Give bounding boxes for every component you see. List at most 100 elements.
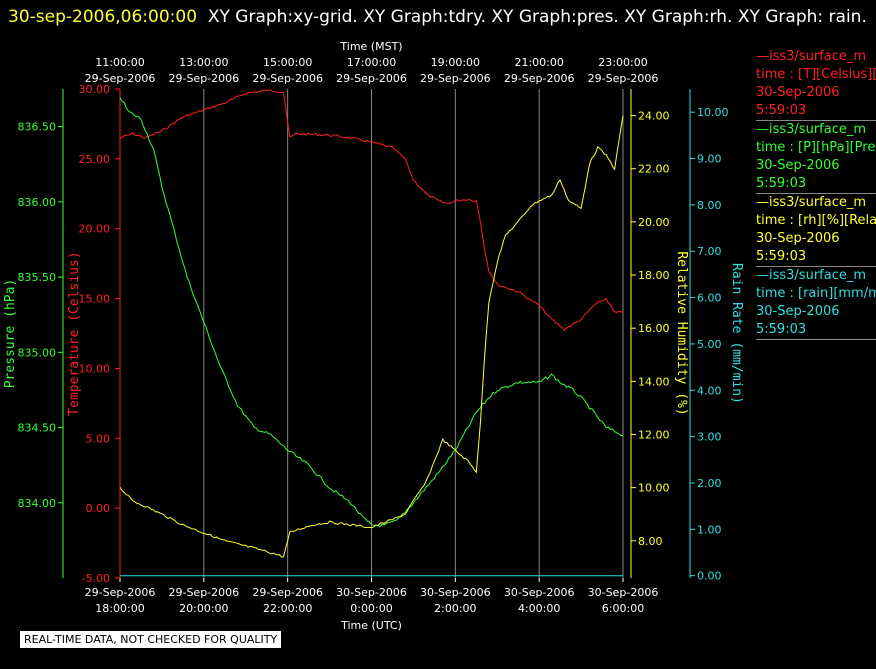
legend-text: 5:59:03 bbox=[756, 176, 807, 191]
humidity-tick-label: 10.00 bbox=[638, 482, 670, 495]
humidity-tick-label: 22.00 bbox=[638, 163, 670, 176]
temperature-tick-label: 10.00 bbox=[79, 362, 111, 375]
title-graph-list: XY Graph:xy-grid. XY Graph:tdry. XY Grap… bbox=[207, 7, 867, 27]
rain-tick-label: 6.00 bbox=[697, 292, 722, 305]
humidity-tick-label: 12.00 bbox=[638, 428, 670, 441]
x-tick-label-mst-date: 29-Sep-2006 bbox=[336, 72, 407, 85]
legend-separator bbox=[756, 266, 876, 267]
rain-tick-label: 2.00 bbox=[697, 477, 722, 490]
temperature-axis-title: Temperature (Celsius) bbox=[67, 251, 82, 415]
rain-tick-label: 8.00 bbox=[697, 199, 722, 212]
temperature-tick-label: 30.00 bbox=[79, 83, 111, 96]
grid bbox=[119, 89, 624, 578]
rain-tick-label: 7.00 bbox=[697, 245, 722, 258]
legend-separator bbox=[756, 120, 876, 121]
legend-text: 5:59:03 bbox=[756, 103, 807, 118]
humidity-tick-label: 14.00 bbox=[638, 375, 670, 388]
x-tick-label-mst-date: 29-Sep-2006 bbox=[420, 72, 491, 85]
axes bbox=[58, 88, 695, 582]
x-tick-label-utc-date: 30-Sep-2006 bbox=[336, 586, 407, 599]
x-tick-label-utc-date: 30-Sep-2006 bbox=[504, 586, 575, 599]
pressure-tick-label: 834.50 bbox=[18, 422, 57, 435]
series bbox=[119, 89, 624, 577]
humidity-tick-label: 8.00 bbox=[638, 535, 663, 548]
humidity-tick-label: 16.00 bbox=[638, 322, 670, 335]
series-line-temperature bbox=[119, 89, 624, 331]
humidity-axis-title: Relative Humidity (%) bbox=[674, 251, 689, 415]
x-tick-label-mst-date: 29-Sep-2006 bbox=[588, 72, 659, 85]
temperature-tick-label: -5.00 bbox=[82, 572, 110, 585]
x-tick-label-utc-time: 18:00:00 bbox=[95, 602, 144, 615]
x-tick-label-utc-time: 6:00:00 bbox=[602, 602, 644, 615]
legend-text: 5:59:03 bbox=[756, 322, 807, 337]
humidity-tick-label: 24.00 bbox=[638, 110, 670, 123]
x-tick-label-utc-time: 22:00:00 bbox=[263, 602, 312, 615]
legend-text: time : [rh][%][Relati bbox=[756, 213, 876, 228]
legend-text: 5:59:03 bbox=[756, 249, 807, 264]
pressure-axis-title: Pressure (hPa) bbox=[3, 279, 18, 389]
x-tick-label-mst-time: 21:00:00 bbox=[514, 56, 563, 69]
humidity-tick-label: 20.00 bbox=[638, 216, 670, 229]
x-tick-label-mst-time: 17:00:00 bbox=[347, 56, 396, 69]
x-tick-label-mst-time: 19:00:00 bbox=[431, 56, 480, 69]
pressure-tick-label: 836.00 bbox=[18, 196, 57, 209]
x-tick-label-utc-date: 29-Sep-2006 bbox=[85, 586, 156, 599]
legend-text: —iss3/surface_m bbox=[756, 122, 867, 137]
legend-text: time : [P][hPa][Pres bbox=[756, 140, 876, 155]
legend-text: time : [rain][mm/mi bbox=[756, 286, 876, 301]
labels: 29-Sep-2006 18:00:00 11:00:00 29-Sep-2006 29… bbox=[3, 40, 744, 632]
x-tick-label-utc-time: 4:00:00 bbox=[518, 602, 560, 615]
pressure-tick-label: 836.50 bbox=[18, 121, 57, 134]
pressure-tick-label: 835.00 bbox=[18, 346, 57, 359]
humidity-tick-label: 18.00 bbox=[638, 269, 670, 282]
legend-text: —iss3/surface_m bbox=[756, 195, 867, 210]
rain-tick-label: 9.00 bbox=[697, 153, 722, 166]
x-tick-label-mst-date: 29-Sep-2006 bbox=[85, 72, 156, 85]
x-axis-title-mst: Time (MST) bbox=[339, 40, 402, 53]
pressure-tick-label: 835.50 bbox=[18, 271, 57, 284]
x-tick-label-mst-time: 15:00:00 bbox=[263, 56, 312, 69]
legend-text: 30-Sep-2006 bbox=[756, 158, 840, 173]
x-tick-label-utc-date: 29-Sep-2006 bbox=[252, 586, 323, 599]
legend-entry: —iss3/surface_m time : [rh][%][Relati 30-S… bbox=[756, 194, 876, 267]
pressure-tick-label: 834.00 bbox=[18, 497, 57, 510]
x-tick-label-mst-date: 29-Sep-2006 bbox=[504, 72, 575, 85]
rain-tick-label: 10.00 bbox=[697, 106, 729, 119]
x-tick-label-utc-time: 2:00:00 bbox=[434, 602, 476, 615]
rain-tick-label: 4.00 bbox=[697, 384, 722, 397]
rain-axis-title: Rain Rate (mm/min) bbox=[729, 263, 744, 404]
title-bar: 30-sep-2006,06:00:00 XY Graph:xy-grid. X… bbox=[8, 2, 868, 32]
legend-separator bbox=[756, 193, 876, 194]
legend-text: 30-Sep-2006 bbox=[756, 304, 840, 319]
rain-tick-label: 3.00 bbox=[697, 431, 722, 444]
temperature-tick-label: 15.00 bbox=[79, 293, 111, 306]
temperature-tick-label: 20.00 bbox=[79, 223, 111, 236]
x-tick-label-mst-date: 29-Sep-2006 bbox=[252, 72, 323, 85]
x-tick-label-utc-date: 30-Sep-2006 bbox=[420, 586, 491, 599]
series-line-relative-humidity bbox=[119, 115, 624, 558]
x-tick-label-mst-time: 11:00:00 bbox=[95, 56, 144, 69]
temperature-tick-label: 0.00 bbox=[86, 502, 111, 515]
title-timestamp: 30-sep-2006,06:00:00 bbox=[8, 7, 198, 27]
rain-tick-label: 1.00 bbox=[697, 523, 722, 536]
temperature-tick-label: 25.00 bbox=[79, 153, 111, 166]
x-tick-label-mst-date: 29-Sep-2006 bbox=[168, 72, 239, 85]
x-tick-label-utc-date: 29-Sep-2006 bbox=[168, 586, 239, 599]
legend-text: 30-Sep-2006 bbox=[756, 85, 840, 100]
legend-text: time : [T][Celsius][T bbox=[756, 67, 876, 82]
x-tick-label-utc-time: 0:00:00 bbox=[350, 602, 392, 615]
rain-tick-label: 5.00 bbox=[697, 338, 722, 351]
temperature-tick-label: 5.00 bbox=[86, 432, 111, 445]
legend-text: —iss3/surface_m bbox=[756, 268, 867, 283]
x-tick-label-utc-time: 20:00:00 bbox=[179, 602, 228, 615]
x-tick-label-mst-time: 13:00:00 bbox=[179, 56, 228, 69]
rain-tick-label: 0.00 bbox=[697, 570, 722, 583]
x-tick-label-mst-time: 23:00:00 bbox=[598, 56, 647, 69]
x-axis-title-utc: Time (UTC) bbox=[340, 619, 402, 632]
series-line-pressure bbox=[119, 97, 624, 528]
legend-text: —iss3/surface_m bbox=[756, 49, 867, 64]
